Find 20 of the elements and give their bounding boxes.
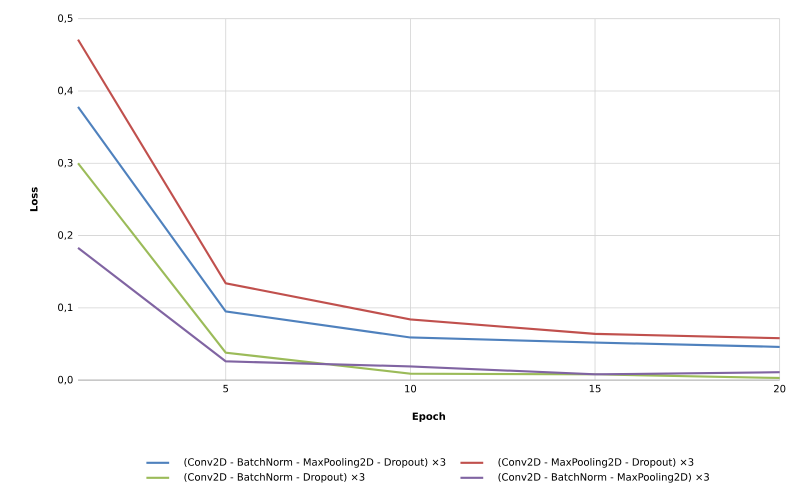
x-tick-label: 20 — [774, 384, 786, 392]
line-series — [76, 106, 781, 348]
y-tick-label: 0,1 — [58, 304, 72, 312]
x-tick-label: 5 — [223, 384, 228, 392]
y-tick-label: 0,3 — [58, 159, 73, 168]
x-tick-label: 10 — [405, 384, 416, 392]
legend-label: (Conv2D - BatchNorm - MaxPooling2D) ×3 — [498, 473, 709, 483]
y-tick-label: 0,4 — [58, 86, 73, 96]
y-tick-label: 0,5 — [58, 14, 72, 24]
x-tick-label: 15 — [590, 384, 600, 392]
legend-label: (Conv2D - BatchNorm - MaxPooling2D - Dropout) ×3 — [184, 458, 446, 468]
y-axis-title: Loss — [30, 187, 38, 212]
x-axis-title: Epoch — [412, 412, 446, 422]
line-series — [76, 162, 781, 380]
legend-label: (Conv2D - BatchNorm - Dropout) ×3 — [184, 473, 364, 483]
y-tick-label: 0,2 — [58, 231, 72, 240]
y-tick-label: 0,0 — [58, 376, 73, 385]
line-series — [76, 38, 781, 340]
legend-label: (Conv2D - MaxPooling2D - Dropout) ×3 — [498, 458, 694, 468]
line-series — [76, 246, 781, 376]
